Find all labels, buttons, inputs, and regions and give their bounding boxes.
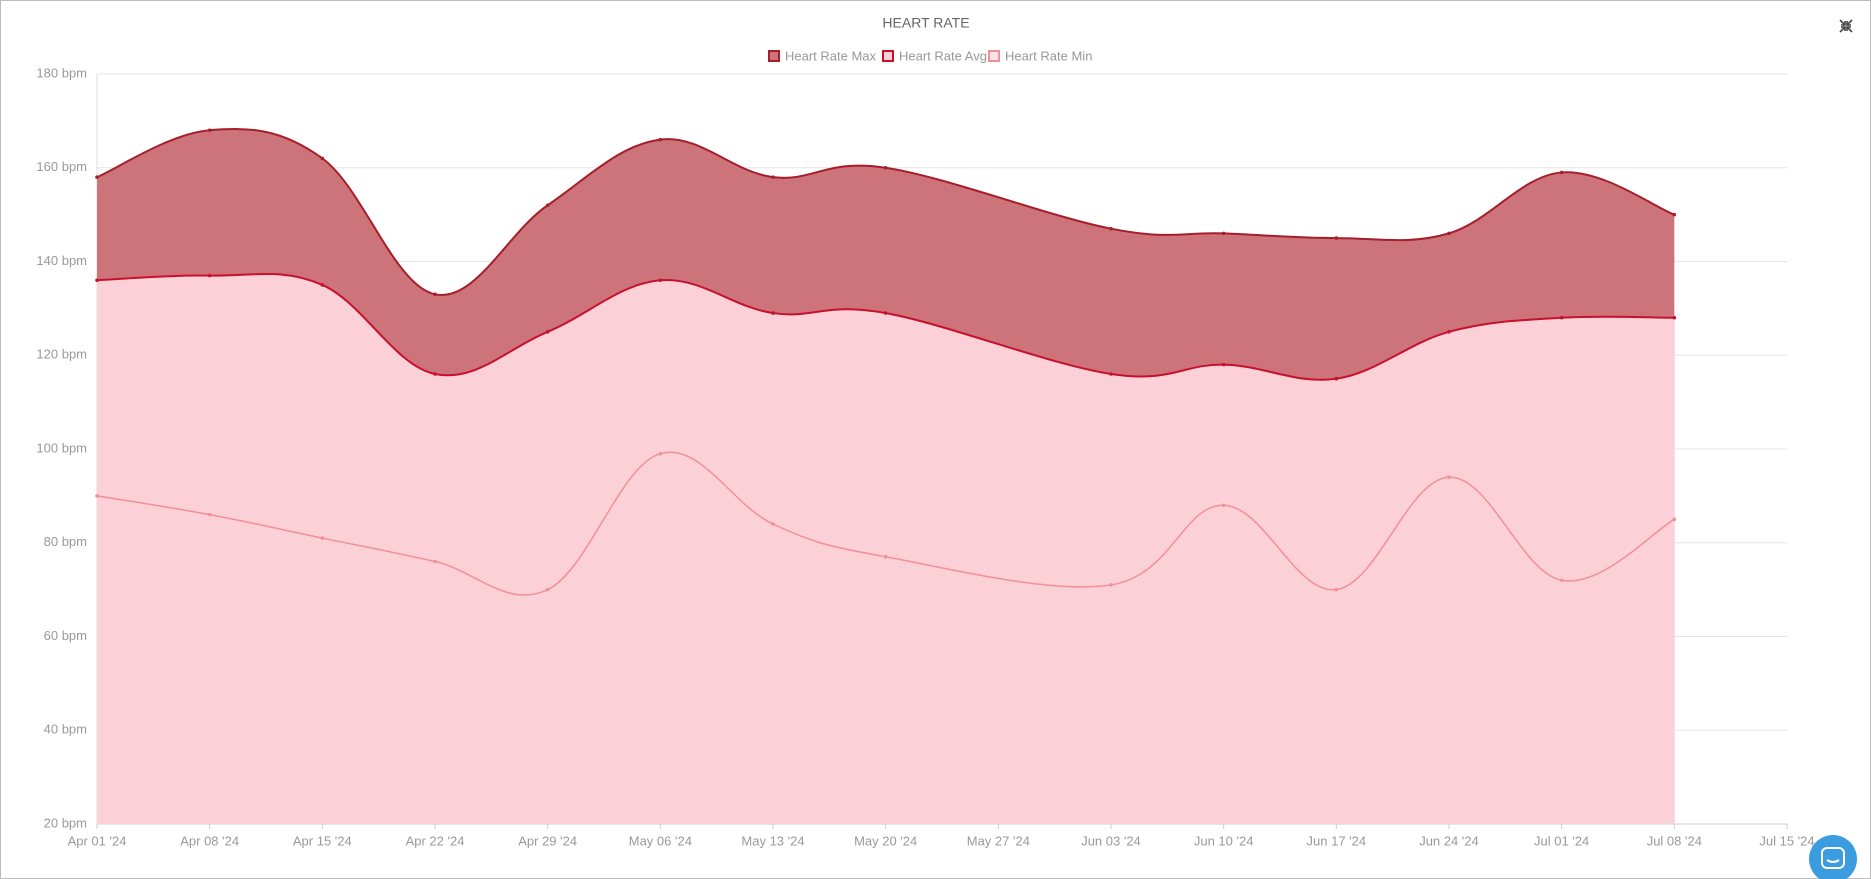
- y-tick-label: 40 bpm: [44, 722, 87, 737]
- point: [771, 311, 775, 315]
- point: [545, 587, 550, 592]
- y-tick-label: 140 bpm: [36, 253, 87, 268]
- x-tick-label: Jul 01 '24: [1534, 833, 1589, 848]
- x-tick-label: Jun 24 '24: [1419, 833, 1479, 848]
- legend-swatch: [882, 50, 894, 62]
- legend-swatch: [768, 50, 780, 62]
- area-fill: [97, 273, 1675, 824]
- point: [1221, 231, 1226, 236]
- point: [207, 512, 212, 517]
- x-tick-label: Jul 15 '24: [1759, 833, 1814, 848]
- y-tick-label: 180 bpm: [36, 65, 87, 80]
- x-tick-label: Apr 29 '24: [518, 833, 577, 848]
- point: [883, 311, 888, 315]
- point: [545, 203, 550, 208]
- x-tick-label: Jul 08 '24: [1647, 833, 1702, 848]
- chart-title: HEART RATE: [882, 15, 969, 31]
- point: [433, 292, 437, 297]
- x-tick-label: Apr 01 '24: [68, 833, 127, 848]
- y-tick-label: 120 bpm: [36, 347, 87, 362]
- point: [95, 278, 99, 283]
- series-line: [96, 128, 1675, 296]
- point: [1447, 475, 1451, 479]
- point: [320, 156, 325, 161]
- x-tick-label: Apr 08 '24: [180, 833, 239, 848]
- series-line: [96, 272, 1675, 381]
- point: [545, 330, 550, 334]
- x-tick-label: May 20 '24: [854, 833, 917, 848]
- point: [1109, 372, 1113, 376]
- point: [433, 559, 437, 564]
- legend-swatch: [988, 50, 1000, 62]
- legend-label: Heart Rate Avg: [899, 48, 987, 63]
- x-tick-label: Jun 10 '24: [1194, 833, 1254, 848]
- chat-button[interactable]: [1809, 835, 1857, 879]
- point: [1109, 583, 1113, 587]
- point: [1672, 517, 1677, 522]
- point: [1672, 315, 1677, 320]
- x-tick-label: May 27 '24: [967, 833, 1030, 848]
- point: [207, 128, 212, 133]
- point: [95, 175, 99, 179]
- y-tick-label: 80 bpm: [44, 534, 87, 549]
- point: [320, 283, 325, 287]
- point: [1334, 376, 1339, 381]
- point: [883, 165, 888, 170]
- y-tick-label: 100 bpm: [36, 440, 87, 455]
- point: [1672, 212, 1677, 217]
- x-tick-label: May 06 '24: [629, 833, 692, 848]
- y-tick-label: 60 bpm: [44, 628, 87, 643]
- point: [883, 555, 888, 559]
- x-tick-label: Apr 15 '24: [293, 833, 352, 848]
- point: [658, 451, 663, 456]
- x-tick-label: Jun 17 '24: [1307, 833, 1367, 848]
- point: [95, 494, 99, 498]
- x-tick-label: Apr 22 '24: [406, 833, 465, 848]
- point: [207, 273, 212, 278]
- point: [1221, 362, 1226, 367]
- point: [1559, 170, 1564, 175]
- point: [1109, 226, 1113, 231]
- point: [658, 137, 663, 142]
- point: [771, 522, 775, 526]
- point: [1334, 236, 1339, 240]
- legend-label: Heart Rate Min: [1005, 48, 1092, 63]
- point: [320, 536, 325, 540]
- point: [1447, 330, 1451, 334]
- legend-label: Heart Rate Max: [785, 48, 877, 63]
- point: [433, 372, 437, 376]
- y-tick-label: 160 bpm: [36, 159, 87, 174]
- collapse-icon[interactable]: [1839, 19, 1853, 33]
- point: [1559, 578, 1564, 583]
- x-tick-label: May 13 '24: [741, 833, 804, 848]
- point: [1447, 231, 1451, 236]
- x-tick-label: Jun 03 '24: [1081, 833, 1141, 848]
- point: [1559, 315, 1564, 320]
- point: [1334, 587, 1339, 592]
- point: [771, 175, 775, 179]
- point: [1221, 503, 1226, 508]
- point: [658, 278, 663, 283]
- y-tick-label: 20 bpm: [44, 815, 87, 830]
